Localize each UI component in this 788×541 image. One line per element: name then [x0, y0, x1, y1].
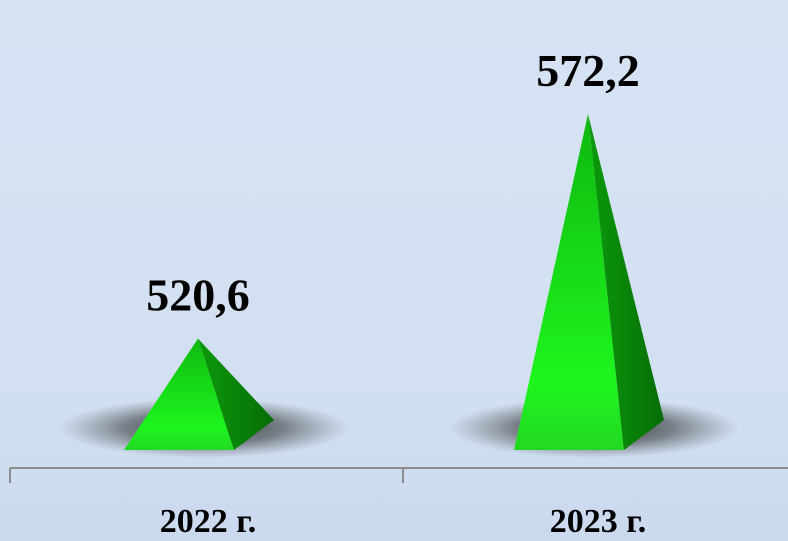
category-labels: 2022 г. 2023 г. [160, 503, 647, 540]
pyramid-bar-front [124, 338, 234, 450]
pyramid-bar-side [198, 338, 274, 450]
pyramid-bar-side [588, 114, 664, 451]
bars-layer [124, 114, 664, 451]
x-axis [9, 467, 788, 483]
value-labels: 520,6 572,2 [146, 45, 640, 320]
category-label: 2023 г. [550, 503, 647, 540]
category-label: 2022 г. [160, 503, 257, 540]
value-label: 572,2 [536, 45, 640, 96]
pyramid-bar-front [514, 114, 624, 451]
value-label: 520,6 [146, 270, 250, 321]
